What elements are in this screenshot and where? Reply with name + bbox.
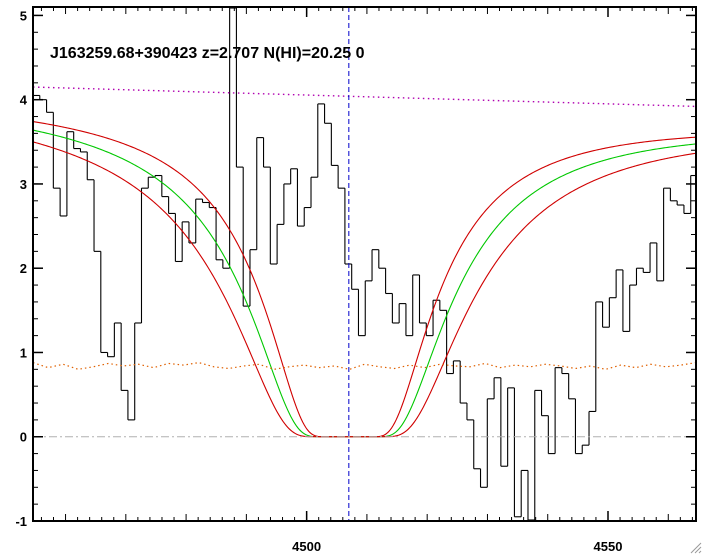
- plot-frame: [32, 6, 697, 522]
- y-tick-label: -1: [15, 514, 27, 529]
- y-tick-label: 0: [20, 430, 27, 445]
- x-tick-label: 4550: [594, 539, 623, 554]
- y-tick-label: 5: [20, 8, 27, 23]
- continuum-line: [34, 86, 695, 108]
- y-tick-label: 4: [20, 93, 28, 108]
- y-tick-label: 3: [20, 177, 27, 192]
- flux-series: [34, 8, 695, 520]
- tick-labels: -1 0 1 2 3 4 5 4500 4550: [15, 8, 622, 554]
- axis-ticks: [33, 7, 696, 522]
- error-series: [34, 361, 695, 370]
- model-profile-2: [34, 141, 695, 438]
- chart-title: J163259.68+390423 z=2.707 N(HI)=20.25 0: [50, 45, 365, 62]
- model-profile-1: [34, 129, 695, 438]
- y-tick-label: 2: [20, 261, 27, 276]
- y-tick-label: 1: [20, 345, 27, 360]
- model-profile-3: [34, 121, 695, 438]
- series-layer: [34, 8, 695, 520]
- resize-grip-icon[interactable]: [690, 542, 702, 554]
- x-tick-label: 4500: [292, 539, 321, 554]
